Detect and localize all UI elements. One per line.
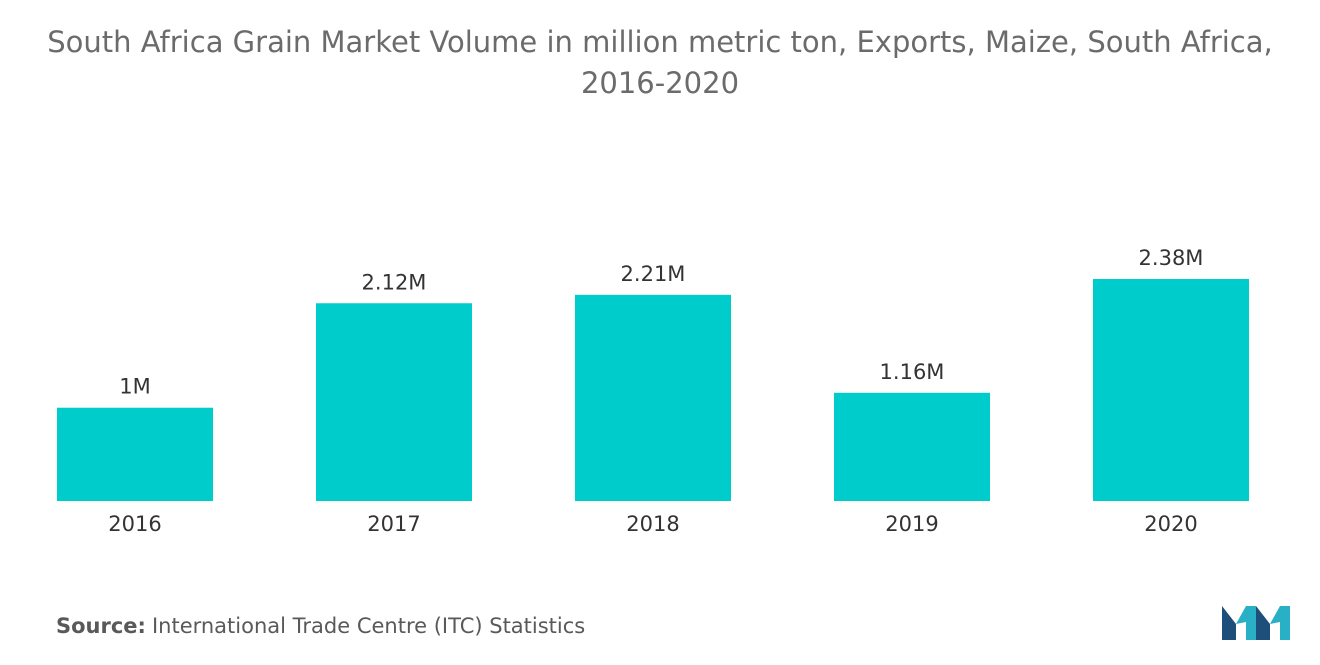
bar-2017 — [316, 303, 472, 501]
source-note: Source: International Trade Centre (ITC) … — [56, 614, 585, 638]
source-label: Source: — [56, 614, 146, 638]
data-label-2019: 1.16M — [880, 360, 945, 384]
data-label-2020: 2.38M — [1139, 246, 1204, 270]
x-tick-label-2020: 2020 — [1144, 512, 1197, 536]
x-tick-label-2018: 2018 — [626, 512, 679, 536]
x-tick-label-2016: 2016 — [108, 512, 161, 536]
bar-2016 — [57, 407, 213, 501]
x-tick-label-2019: 2019 — [885, 512, 938, 536]
bar-2019 — [834, 392, 990, 501]
data-label-2018: 2.21M — [621, 262, 686, 286]
x-tick-label-2017: 2017 — [367, 512, 420, 536]
source-text: International Trade Centre (ITC) Statist… — [151, 614, 586, 638]
bar-2020 — [1093, 279, 1249, 501]
data-labels-layer: 1M 2.12M 2.21M 1.16M 2.38M — [119, 246, 1203, 399]
mordor-intelligence-logo-icon — [1222, 606, 1290, 640]
data-label-2017: 2.12M — [362, 270, 427, 294]
bars-layer — [57, 279, 1249, 501]
chart-title: South Africa Grain Market Volume in mill… — [47, 25, 1273, 100]
bar-2018 — [575, 294, 731, 501]
data-label-2016: 1M — [119, 375, 150, 399]
x-axis-ticks: 2016 2017 2018 2019 2020 — [108, 512, 1197, 536]
